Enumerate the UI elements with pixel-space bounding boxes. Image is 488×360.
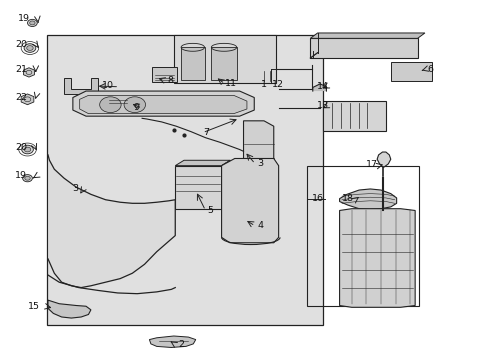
- Text: 4: 4: [257, 221, 263, 230]
- Text: 20: 20: [15, 143, 27, 152]
- Text: 9: 9: [133, 103, 139, 112]
- Text: 13: 13: [316, 101, 328, 110]
- Polygon shape: [48, 155, 175, 288]
- Polygon shape: [339, 209, 414, 307]
- Text: 17: 17: [366, 161, 378, 170]
- Text: 5: 5: [207, 206, 213, 215]
- Text: 12: 12: [271, 81, 283, 90]
- Polygon shape: [80, 95, 246, 114]
- Text: 20: 20: [15, 40, 27, 49]
- Text: 6: 6: [427, 65, 433, 74]
- Circle shape: [30, 21, 35, 25]
- Text: 11: 11: [224, 80, 236, 89]
- Polygon shape: [339, 189, 396, 210]
- Polygon shape: [48, 300, 91, 318]
- Bar: [173, 35, 276, 83]
- Text: 2: 2: [178, 340, 184, 349]
- Text: 21: 21: [15, 65, 27, 74]
- Bar: [107, 93, 130, 107]
- Polygon shape: [175, 160, 230, 166]
- Polygon shape: [310, 39, 417, 58]
- Bar: [306, 166, 418, 306]
- Bar: [211, 47, 236, 80]
- Circle shape: [24, 44, 36, 52]
- Text: 19: 19: [15, 171, 27, 180]
- Text: 8: 8: [167, 76, 173, 85]
- Bar: [152, 67, 177, 82]
- Polygon shape: [64, 78, 98, 94]
- Text: 15: 15: [28, 302, 40, 311]
- Polygon shape: [73, 91, 254, 116]
- Circle shape: [27, 19, 37, 27]
- Polygon shape: [149, 336, 195, 347]
- Text: 10: 10: [102, 81, 114, 90]
- Text: 3: 3: [72, 184, 78, 193]
- Circle shape: [22, 175, 32, 182]
- Text: 14: 14: [316, 82, 328, 91]
- Bar: [181, 47, 204, 80]
- Bar: [390, 62, 431, 81]
- Polygon shape: [312, 84, 326, 91]
- Bar: [175, 166, 221, 209]
- Circle shape: [24, 147, 31, 152]
- Polygon shape: [221, 158, 278, 243]
- Text: 3: 3: [257, 159, 263, 168]
- Bar: [322, 101, 385, 131]
- Text: 16: 16: [311, 194, 323, 203]
- Polygon shape: [221, 160, 230, 209]
- Polygon shape: [310, 33, 424, 39]
- Polygon shape: [243, 121, 273, 182]
- Circle shape: [124, 97, 145, 113]
- Polygon shape: [23, 68, 34, 77]
- Text: 22: 22: [15, 93, 27, 102]
- Circle shape: [27, 46, 33, 50]
- Text: 7: 7: [203, 128, 209, 137]
- Text: 18: 18: [341, 194, 353, 203]
- Circle shape: [21, 145, 33, 154]
- Text: 1: 1: [261, 81, 266, 90]
- Polygon shape: [21, 94, 34, 105]
- Polygon shape: [376, 152, 390, 167]
- Circle shape: [100, 97, 121, 113]
- Circle shape: [25, 176, 30, 180]
- Text: 19: 19: [18, 14, 30, 23]
- Bar: [47, 35, 322, 325]
